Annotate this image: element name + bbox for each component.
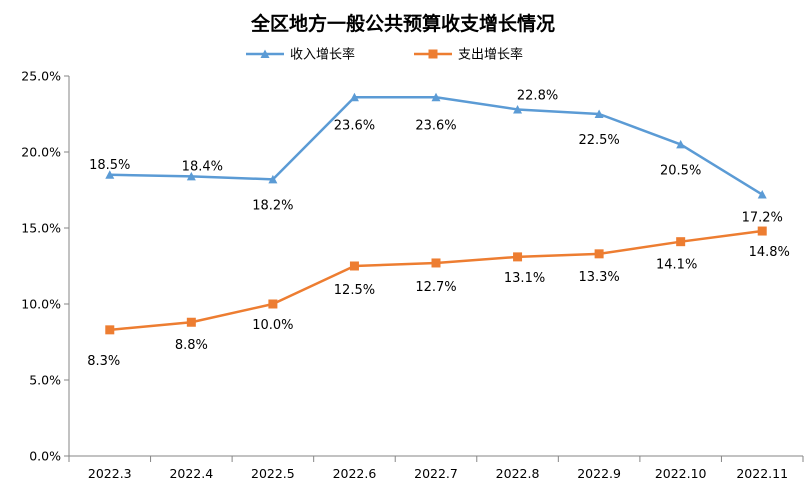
data-point-income bbox=[676, 139, 686, 149]
data-label-income: 18.2% bbox=[252, 198, 293, 213]
data-label-income: 18.5% bbox=[89, 158, 130, 173]
data-point-expenditure bbox=[105, 325, 115, 335]
data-point-expenditure bbox=[268, 299, 278, 309]
chart-title: 全区地方一般公共预算收支增长情况 bbox=[250, 12, 555, 35]
legend-label-income: 收入增长率 bbox=[290, 47, 355, 63]
data-point-income bbox=[268, 174, 278, 184]
data-label-expenditure: 13.3% bbox=[578, 270, 619, 285]
x-tick-label: 2022.7 bbox=[414, 466, 458, 481]
data-label-expenditure: 14.8% bbox=[749, 245, 790, 260]
x-tick-label: 2022.9 bbox=[577, 466, 621, 481]
data-label-expenditure: 14.1% bbox=[656, 258, 697, 273]
data-label-expenditure: 10.0% bbox=[252, 318, 293, 333]
x-tick-label: 2022.4 bbox=[169, 466, 213, 481]
legend-marker-income bbox=[260, 49, 270, 58]
data-label-expenditure: 8.8% bbox=[175, 338, 208, 353]
y-tick-label: 5.0% bbox=[29, 373, 61, 388]
x-tick-label: 2022.11 bbox=[736, 466, 788, 481]
data-point-expenditure bbox=[513, 252, 523, 262]
y-tick-label: 25.0% bbox=[21, 69, 61, 84]
y-tick-label: 15.0% bbox=[21, 221, 61, 236]
data-point-income bbox=[186, 171, 196, 181]
data-label-income: 22.8% bbox=[517, 88, 558, 103]
data-point-income bbox=[349, 92, 359, 102]
legend-item-expenditure: 支出增长率 bbox=[414, 47, 523, 63]
y-tick-label: 20.0% bbox=[21, 145, 61, 160]
x-tick-label: 2022.6 bbox=[333, 466, 377, 481]
data-point-expenditure bbox=[431, 258, 441, 268]
legend: 收入增长率 支出增长率 bbox=[246, 47, 523, 63]
axes: 0.0% 5.0% 10.0% 15.0% 20.0% 25.0% 2022.3 2022.4… bbox=[21, 69, 804, 481]
data-label-income: 18.4% bbox=[182, 159, 223, 174]
data-point-expenditure bbox=[594, 249, 604, 259]
data-label-income: 23.6% bbox=[334, 118, 375, 133]
data-point-expenditure bbox=[757, 226, 767, 236]
x-tick-label: 2022.10 bbox=[655, 466, 707, 481]
data-label-income: 17.2% bbox=[742, 211, 783, 226]
y-tick-label: 0.0% bbox=[29, 449, 61, 464]
data-point-income bbox=[105, 170, 115, 179]
data-point-income bbox=[431, 92, 441, 102]
data-point-expenditure bbox=[349, 261, 359, 271]
data-point-expenditure bbox=[186, 317, 196, 327]
legend-label-expenditure: 支出增长率 bbox=[458, 47, 523, 63]
data-labels: 18.5% 18.4% 18.2% 23.6% 23.6% 22.8% 22.5% 20.5%… bbox=[87, 88, 790, 368]
x-tick-label: 2022.8 bbox=[496, 466, 540, 481]
legend-item-income: 收入增长率 bbox=[246, 47, 355, 63]
legend-marker-expenditure bbox=[428, 49, 438, 59]
data-point-income bbox=[513, 104, 523, 114]
data-label-expenditure: 12.7% bbox=[415, 280, 456, 295]
data-label-expenditure: 12.5% bbox=[334, 283, 375, 298]
y-tick-label: 10.0% bbox=[21, 297, 61, 312]
x-tick-label: 2022.5 bbox=[251, 466, 295, 481]
x-tick-label: 2022.3 bbox=[88, 466, 132, 481]
data-point-income bbox=[757, 190, 767, 199]
data-label-income: 20.5% bbox=[660, 163, 701, 178]
series-layer bbox=[105, 92, 767, 335]
data-label-income: 23.6% bbox=[415, 118, 456, 133]
data-point-expenditure bbox=[676, 237, 686, 247]
data-label-expenditure: 8.3% bbox=[87, 354, 120, 369]
data-point-income bbox=[594, 109, 604, 118]
series-line-income bbox=[109, 96, 763, 196]
data-label-income: 22.5% bbox=[578, 133, 619, 148]
data-label-expenditure: 13.1% bbox=[504, 271, 545, 286]
